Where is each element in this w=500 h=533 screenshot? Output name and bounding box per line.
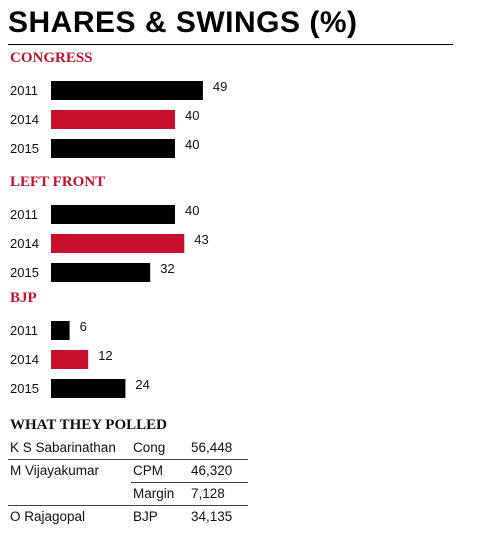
candidate-votes: 34,135 — [191, 509, 233, 524]
data-label: 12 — [98, 348, 112, 363]
title-divider — [8, 44, 453, 45]
table-row: M Vijayakumar CPM 46,320 — [8, 459, 248, 483]
candidate-party: Cong — [131, 437, 189, 460]
table-row: K S Sabarinathan Cong 56,448 — [8, 437, 248, 460]
chart-title: SHARES & SWINGS (%) — [8, 6, 358, 39]
bar — [51, 205, 175, 224]
year-tick-label: 2011 — [10, 83, 38, 98]
year-tick-label: 2014 — [10, 112, 39, 127]
year-tick-label: 2015 — [10, 381, 39, 396]
bar — [51, 139, 175, 158]
panel-heading: BJP — [10, 290, 37, 306]
bar — [51, 350, 89, 369]
year-tick-label: 2011 — [10, 207, 38, 222]
candidate-name: K S Sabarinathan — [8, 437, 131, 460]
data-label: 43 — [194, 232, 208, 247]
panel-heading: CONGRESS — [10, 50, 93, 66]
candidate-votes: 46,320 — [189, 459, 248, 483]
shares-bar-chart: CONGRESS 2011 49 2014 40 2015 40 LEFT FRONT 2011… — [10, 50, 227, 398]
panel-heading: LEFT FRONT — [10, 174, 105, 190]
data-label: 40 — [185, 108, 199, 123]
candidate-party: BJP — [133, 509, 158, 524]
data-label: 6 — [80, 319, 87, 334]
bar — [51, 263, 151, 282]
polled-heading: WHAT THEY POLLED — [10, 417, 167, 433]
table-row: O Rajagopal BJP 34,135 — [8, 506, 248, 529]
candidate-name: O Rajagopal — [10, 509, 86, 524]
year-tick-label: 2015 — [10, 265, 39, 280]
bar — [51, 110, 175, 129]
data-label: 24 — [135, 377, 149, 392]
polled-table: K S Sabarinathan Cong 56,448 M Vijayakum… — [8, 437, 248, 528]
candidate-party: CPM — [131, 459, 189, 483]
data-label: 32 — [160, 261, 174, 276]
candidate-name — [8, 482, 131, 506]
data-label: 40 — [185, 137, 199, 152]
year-tick-label: 2011 — [10, 323, 38, 338]
year-tick-label: 2015 — [10, 141, 39, 156]
bar — [51, 234, 185, 253]
candidate-votes: 56,448 — [189, 437, 248, 460]
margin-value: 7,128 — [189, 482, 248, 506]
data-label: 40 — [185, 203, 199, 218]
year-tick-label: 2014 — [10, 236, 39, 251]
bar — [51, 81, 203, 100]
candidate-name: M Vijayakumar — [10, 463, 100, 479]
table-row: Margin 7,128 — [8, 482, 248, 506]
year-tick-label: 2014 — [10, 352, 39, 367]
bar — [51, 321, 70, 340]
margin-label: Margin — [131, 482, 189, 506]
bar — [51, 379, 126, 398]
data-label: 49 — [213, 79, 227, 94]
